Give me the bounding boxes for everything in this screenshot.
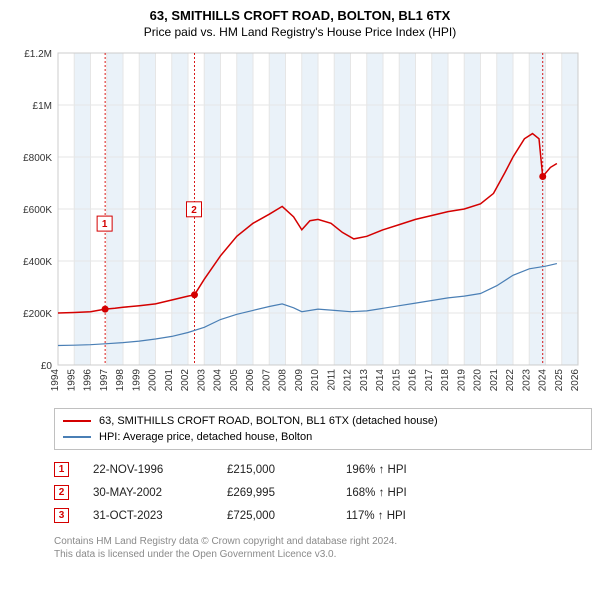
sales-row: 2 30-MAY-2002 £269,995 168% ↑ HPI (54, 481, 590, 504)
svg-text:£1M: £1M (33, 101, 52, 112)
sale-price: £269,995 (227, 487, 322, 499)
svg-text:1994: 1994 (50, 369, 61, 392)
sale-marker: 1 (54, 462, 69, 477)
svg-text:2: 2 (191, 205, 197, 216)
svg-text:2025: 2025 (554, 369, 565, 392)
svg-text:2011: 2011 (326, 369, 337, 391)
svg-text:2020: 2020 (473, 369, 484, 392)
svg-text:2007: 2007 (261, 369, 272, 392)
svg-text:£1.2M: £1.2M (24, 49, 52, 60)
sales-row: 1 22-NOV-1996 £215,000 196% ↑ HPI (54, 458, 590, 481)
title-subtitle: Price paid vs. HM Land Registry's House … (10, 25, 590, 39)
legend-swatch (63, 436, 91, 438)
svg-text:2022: 2022 (505, 369, 516, 392)
svg-text:2010: 2010 (310, 369, 321, 392)
svg-text:2006: 2006 (245, 369, 256, 392)
svg-text:2019: 2019 (456, 369, 467, 392)
legend-label: 63, SMITHILLS CROFT ROAD, BOLTON, BL1 6T… (99, 415, 438, 427)
svg-text:2001: 2001 (164, 369, 175, 392)
svg-text:2015: 2015 (391, 369, 402, 392)
svg-text:2003: 2003 (196, 369, 207, 392)
svg-text:2005: 2005 (229, 369, 240, 392)
svg-text:2016: 2016 (408, 369, 419, 392)
svg-text:2021: 2021 (489, 369, 500, 392)
legend-row: 63, SMITHILLS CROFT ROAD, BOLTON, BL1 6T… (63, 413, 583, 429)
legend-swatch (63, 420, 91, 422)
svg-text:£200K: £200K (23, 309, 52, 320)
licence-line2: This data is licensed under the Open Gov… (54, 548, 590, 561)
title-address: 63, SMITHILLS CROFT ROAD, BOLTON, BL1 6T… (10, 8, 590, 23)
sale-marker: 3 (54, 508, 69, 523)
chart-area: £0£200K£400K£600K£800K£1M£1.2M1994199519… (10, 45, 590, 400)
sale-price: £725,000 (227, 510, 322, 522)
sale-hpi: 117% ↑ HPI (346, 510, 456, 522)
legend-label: HPI: Average price, detached house, Bolt… (99, 431, 312, 443)
svg-text:2023: 2023 (521, 369, 532, 392)
svg-text:1999: 1999 (131, 369, 142, 392)
line-chart-svg: £0£200K£400K£600K£800K£1M£1.2M1994199519… (10, 45, 590, 400)
licence-text: Contains HM Land Registry data © Crown c… (54, 535, 590, 561)
svg-text:1: 1 (102, 219, 108, 230)
svg-text:2026: 2026 (570, 369, 581, 392)
sale-date: 30-MAY-2002 (93, 487, 203, 499)
sale-date: 22-NOV-1996 (93, 464, 203, 476)
svg-text:2002: 2002 (180, 369, 191, 392)
svg-text:2012: 2012 (343, 369, 354, 392)
svg-text:1998: 1998 (115, 369, 126, 392)
svg-text:2013: 2013 (359, 369, 370, 392)
legend: 63, SMITHILLS CROFT ROAD, BOLTON, BL1 6T… (54, 408, 592, 450)
sales-row: 3 31-OCT-2023 £725,000 117% ↑ HPI (54, 504, 590, 527)
legend-row: HPI: Average price, detached house, Bolt… (63, 429, 583, 445)
title-block: 63, SMITHILLS CROFT ROAD, BOLTON, BL1 6T… (10, 8, 590, 39)
sale-hpi: 196% ↑ HPI (346, 464, 456, 476)
licence-line1: Contains HM Land Registry data © Crown c… (54, 535, 590, 548)
svg-text:2018: 2018 (440, 369, 451, 392)
svg-text:2017: 2017 (424, 369, 435, 392)
sale-hpi: 168% ↑ HPI (346, 487, 456, 499)
svg-text:1995: 1995 (66, 369, 77, 392)
svg-text:2009: 2009 (294, 369, 305, 392)
svg-text:£600K: £600K (23, 205, 52, 216)
sale-date: 31-OCT-2023 (93, 510, 203, 522)
svg-text:2000: 2000 (148, 369, 159, 392)
svg-text:2024: 2024 (538, 369, 549, 392)
chart-container: 63, SMITHILLS CROFT ROAD, BOLTON, BL1 6T… (0, 0, 600, 569)
svg-text:1997: 1997 (99, 369, 110, 392)
svg-text:2004: 2004 (213, 369, 224, 392)
svg-text:1996: 1996 (83, 369, 94, 392)
svg-text:2014: 2014 (375, 369, 386, 392)
svg-text:£800K: £800K (23, 153, 52, 164)
svg-text:£400K: £400K (23, 257, 52, 268)
sale-price: £215,000 (227, 464, 322, 476)
svg-text:2008: 2008 (278, 369, 289, 392)
sale-marker: 2 (54, 485, 69, 500)
sales-table: 1 22-NOV-1996 £215,000 196% ↑ HPI 2 30-MAY-20… (54, 458, 590, 527)
